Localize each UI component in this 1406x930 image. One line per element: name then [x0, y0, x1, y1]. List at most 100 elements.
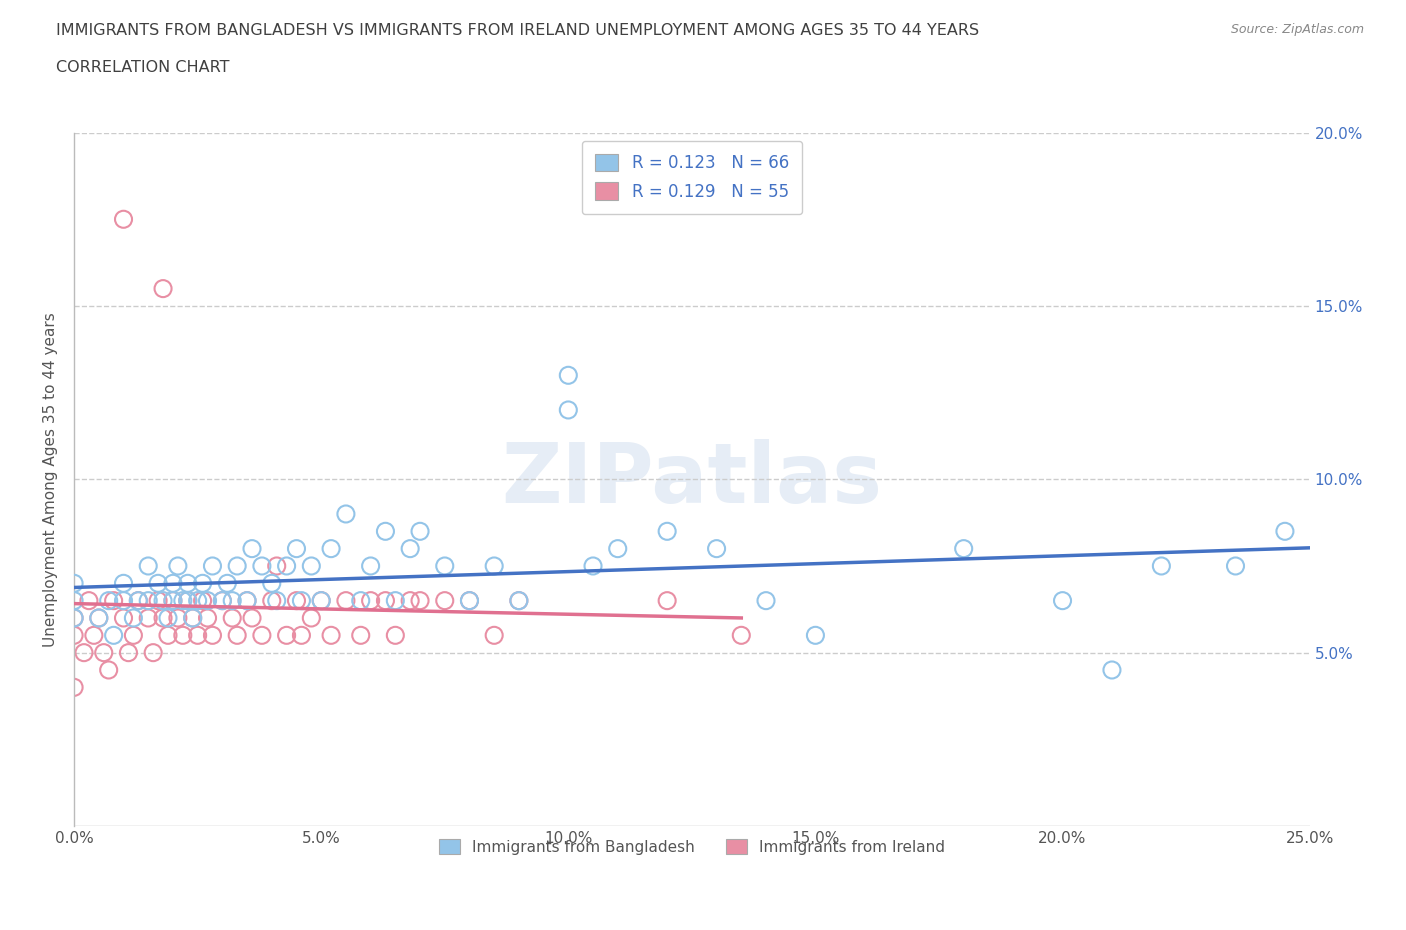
Point [240, 541, 263, 556]
Point [177, 576, 200, 591]
Point [557, 403, 579, 418]
Point [360, 559, 382, 574]
Point [606, 541, 628, 556]
Point [156, 628, 179, 643]
Point [755, 593, 778, 608]
Point [167, 559, 190, 574]
Point [162, 593, 184, 608]
Point [260, 593, 283, 608]
Point [97, 593, 120, 608]
Y-axis label: Unemployment Among Ages 35 to 44 years: Unemployment Among Ages 35 to 44 years [44, 312, 58, 646]
Point [156, 611, 179, 626]
Text: ZIPatlas: ZIPatlas [502, 439, 883, 520]
Point [63, 593, 86, 608]
Point [201, 559, 224, 574]
Point [83, 628, 105, 643]
Point [409, 524, 432, 538]
Point [187, 593, 209, 608]
Point [181, 611, 204, 626]
Point [73, 645, 96, 660]
Point [276, 628, 298, 643]
Point [63, 576, 86, 591]
Point [146, 593, 169, 608]
Text: CORRELATION CHART: CORRELATION CHART [56, 60, 229, 75]
Point [335, 593, 357, 608]
Point [142, 645, 165, 660]
Point [1274, 524, 1296, 538]
Point [433, 559, 456, 574]
Point [508, 593, 530, 608]
Point [177, 593, 200, 608]
Point [181, 611, 204, 626]
Point [93, 645, 115, 660]
Point [1052, 593, 1074, 608]
Point [201, 628, 224, 643]
Point [63, 628, 86, 643]
Point [482, 628, 505, 643]
Point [350, 628, 373, 643]
Point [226, 559, 249, 574]
Point [217, 576, 239, 591]
Point [290, 628, 312, 643]
Point [162, 593, 184, 608]
Point [221, 593, 243, 608]
Point [730, 628, 752, 643]
Text: IMMIGRANTS FROM BANGLADESH VS IMMIGRANTS FROM IRELAND UNEMPLOYMENT AMONG AGES 35: IMMIGRANTS FROM BANGLADESH VS IMMIGRANTS… [56, 23, 980, 38]
Point [1101, 662, 1123, 677]
Point [191, 593, 214, 608]
Point [319, 628, 342, 643]
Point [167, 611, 190, 626]
Point [374, 593, 396, 608]
Point [77, 593, 100, 608]
Point [122, 628, 145, 643]
Point [360, 593, 382, 608]
Point [197, 593, 219, 608]
Legend: Immigrants from Bangladesh, Immigrants from Ireland: Immigrants from Bangladesh, Immigrants f… [426, 827, 957, 867]
Point [127, 593, 149, 608]
Point [1225, 559, 1247, 574]
Point [221, 611, 243, 626]
Point [299, 611, 322, 626]
Point [152, 281, 174, 296]
Point [458, 593, 481, 608]
Point [335, 507, 357, 522]
Point [87, 611, 110, 626]
Point [136, 611, 159, 626]
Point [117, 645, 139, 660]
Point [557, 368, 579, 383]
Point [103, 628, 125, 643]
Point [399, 593, 422, 608]
Point [63, 611, 86, 626]
Point [122, 611, 145, 626]
Point [299, 559, 322, 574]
Point [952, 541, 974, 556]
Point [191, 576, 214, 591]
Point [136, 559, 159, 574]
Point [266, 559, 288, 574]
Point [508, 593, 530, 608]
Point [285, 541, 308, 556]
Point [177, 593, 200, 608]
Point [240, 611, 263, 626]
Point [87, 611, 110, 626]
Point [250, 559, 273, 574]
Point [211, 593, 233, 608]
Point [112, 593, 135, 608]
Point [804, 628, 827, 643]
Point [197, 611, 219, 626]
Point [374, 524, 396, 538]
Point [384, 593, 406, 608]
Point [433, 593, 456, 608]
Point [152, 593, 174, 608]
Point [706, 541, 728, 556]
Point [97, 662, 120, 677]
Point [103, 593, 125, 608]
Point [285, 593, 308, 608]
Point [409, 593, 432, 608]
Point [582, 559, 605, 574]
Point [172, 628, 194, 643]
Point [309, 593, 332, 608]
Point [112, 212, 135, 227]
Point [657, 524, 679, 538]
Point [384, 628, 406, 643]
